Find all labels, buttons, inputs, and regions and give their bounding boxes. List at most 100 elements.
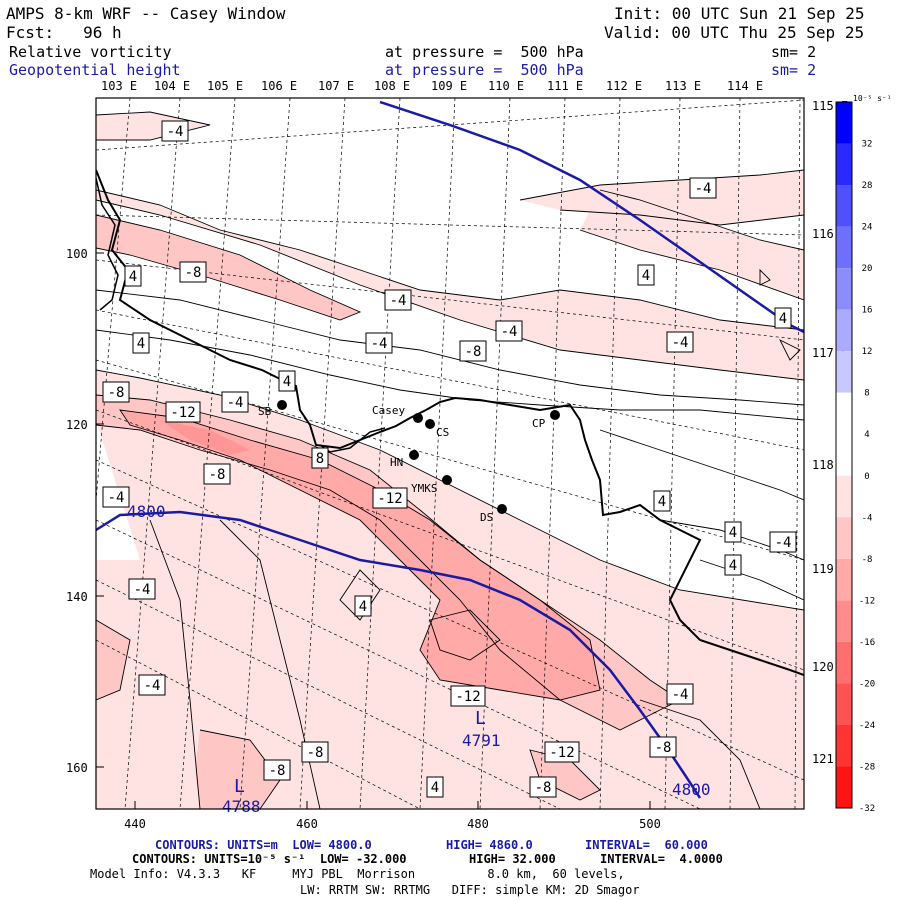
height-label: 4800 (672, 780, 711, 799)
svg-text:-8: -8 (655, 740, 672, 756)
svg-text:CP: CP (532, 417, 546, 430)
vort-label: -8 (203, 463, 231, 485)
y-tick: 160 (66, 761, 88, 775)
vort-label: -12 (544, 741, 580, 763)
colorbar-label: -32 (859, 804, 875, 814)
height-contour-north (379, 100, 805, 334)
field1-pressure: at pressure = 500 hPa (385, 43, 584, 61)
model-title: AMPS 8-km WRF -- Casey Window (6, 4, 286, 23)
coastline (96, 169, 804, 676)
height-label: 4788 (222, 797, 261, 816)
height-contour-4800 (95, 510, 702, 799)
colorbar-swatch (836, 517, 852, 559)
field1-smoothing: sm= 2 (771, 43, 817, 61)
vorticity-shade-minus8-sw (96, 620, 130, 700)
vort-label: 8 (311, 447, 329, 469)
colorbar-label: 4 (864, 430, 869, 440)
svg-text:-12: -12 (377, 491, 402, 507)
svg-text:4: 4 (359, 599, 367, 615)
vort-label: -12 (165, 401, 201, 423)
colorbar-label: 8 (864, 389, 869, 399)
svg-text:-4: -4 (371, 336, 388, 352)
footer-height-contours: CONTOURS: UNITS=m LOW= 4800.0 (155, 838, 372, 852)
colorbar-label: 0 (864, 472, 869, 482)
svg-text:-12: -12 (170, 405, 195, 421)
colorbar-swatch (836, 434, 852, 476)
height-labels: 4800 4800 4791 4788 L L (127, 502, 711, 816)
svg-text:HN: HN (390, 456, 403, 469)
station-DS[interactable]: DS (480, 504, 507, 524)
svg-text:-4: -4 (672, 687, 689, 703)
colorbar-swatch (836, 558, 852, 601)
colorbar-swatch (836, 102, 852, 144)
lon-label: 108 E (374, 79, 410, 93)
svg-text:4: 4 (283, 374, 291, 390)
vort-label: -8 (649, 736, 677, 758)
svg-text:-4: -4 (144, 678, 161, 694)
svg-text:-4: -4 (227, 395, 244, 411)
vort-label: 4 (724, 554, 742, 576)
colorbar-label: 20 (862, 264, 873, 274)
lon-label: 110 E (488, 79, 524, 93)
colorbar-label: -12 (859, 596, 875, 606)
y-axis-labels: 100 120 140 160 (66, 247, 88, 775)
station-CS[interactable]: CS (425, 419, 449, 439)
x-tick: 460 (296, 817, 318, 831)
height-label: 4791 (462, 731, 501, 750)
svg-text:-4: -4 (108, 490, 125, 506)
svg-text:4: 4 (431, 780, 439, 796)
svg-text:-12: -12 (549, 745, 574, 761)
svg-text:Casey: Casey (372, 404, 405, 417)
colorbar-label: 24 (862, 223, 873, 233)
lon-label: 113 E (665, 79, 701, 93)
colorbar-label: -16 (859, 638, 875, 648)
lon-label: 107 E (318, 79, 354, 93)
station-CP[interactable]: CP (532, 410, 560, 430)
svg-text:-8: -8 (535, 780, 552, 796)
lon-label: 112 E (606, 79, 642, 93)
colorbar-swatch (836, 683, 852, 725)
svg-text:-8: -8 (307, 745, 324, 761)
station-HN[interactable]: HN (390, 450, 419, 469)
lon-label: 111 E (547, 79, 583, 93)
y-tick: 120 (66, 418, 88, 432)
svg-text:CS: CS (436, 426, 449, 439)
svg-text:-4: -4 (695, 181, 712, 197)
forecast-hour: Fcst: 96 h (6, 23, 122, 42)
svg-text:-8: -8 (465, 344, 482, 360)
svg-text:-8: -8 (185, 265, 202, 281)
coastline-inner (96, 177, 119, 311)
vort-label: 4 (124, 265, 142, 287)
svg-text:SB: SB (258, 405, 272, 418)
svg-text:-4: -4 (167, 124, 184, 140)
vorticity-shade-minus12 (120, 410, 600, 700)
lon-label: 114 E (727, 79, 763, 93)
colorbar-unit: 10⁻⁵ s⁻¹ (853, 94, 892, 103)
svg-text:-12: -12 (455, 689, 480, 705)
svg-text:-8: -8 (108, 385, 125, 401)
svg-text:YMKS: YMKS (411, 482, 438, 495)
axis-ticks (96, 252, 651, 809)
colorbar-swatch (836, 143, 852, 186)
x-tick: 480 (467, 817, 489, 831)
y-tick: 100 (66, 247, 88, 261)
vort-label: -4 (221, 391, 249, 413)
colorbar-label: 28 (862, 181, 873, 191)
vorticity-shade-minus4-top (96, 112, 210, 140)
svg-text:-4: -4 (134, 582, 151, 598)
vort-label: -4 (128, 578, 156, 600)
vorticity-field (96, 98, 804, 809)
x-tick: 500 (639, 817, 661, 831)
vorticity-contours (96, 111, 804, 809)
vorticity-shade-minus4-north (96, 190, 804, 380)
vort-label: -4 (161, 120, 189, 142)
station-SB[interactable]: SB (258, 400, 287, 418)
svg-text:4: 4 (779, 311, 787, 327)
low-marker: L (475, 708, 486, 729)
station-Casey[interactable]: Casey (372, 404, 423, 423)
station-YMKS[interactable]: YMKS (411, 475, 452, 495)
vort-label: -4 (666, 683, 694, 705)
valid-time: Valid: 00 UTC Thu 25 Sep 25 (604, 23, 865, 42)
longitude-labels: 103 E 104 E 105 E 106 E 107 E 108 E 109 … (101, 79, 763, 93)
